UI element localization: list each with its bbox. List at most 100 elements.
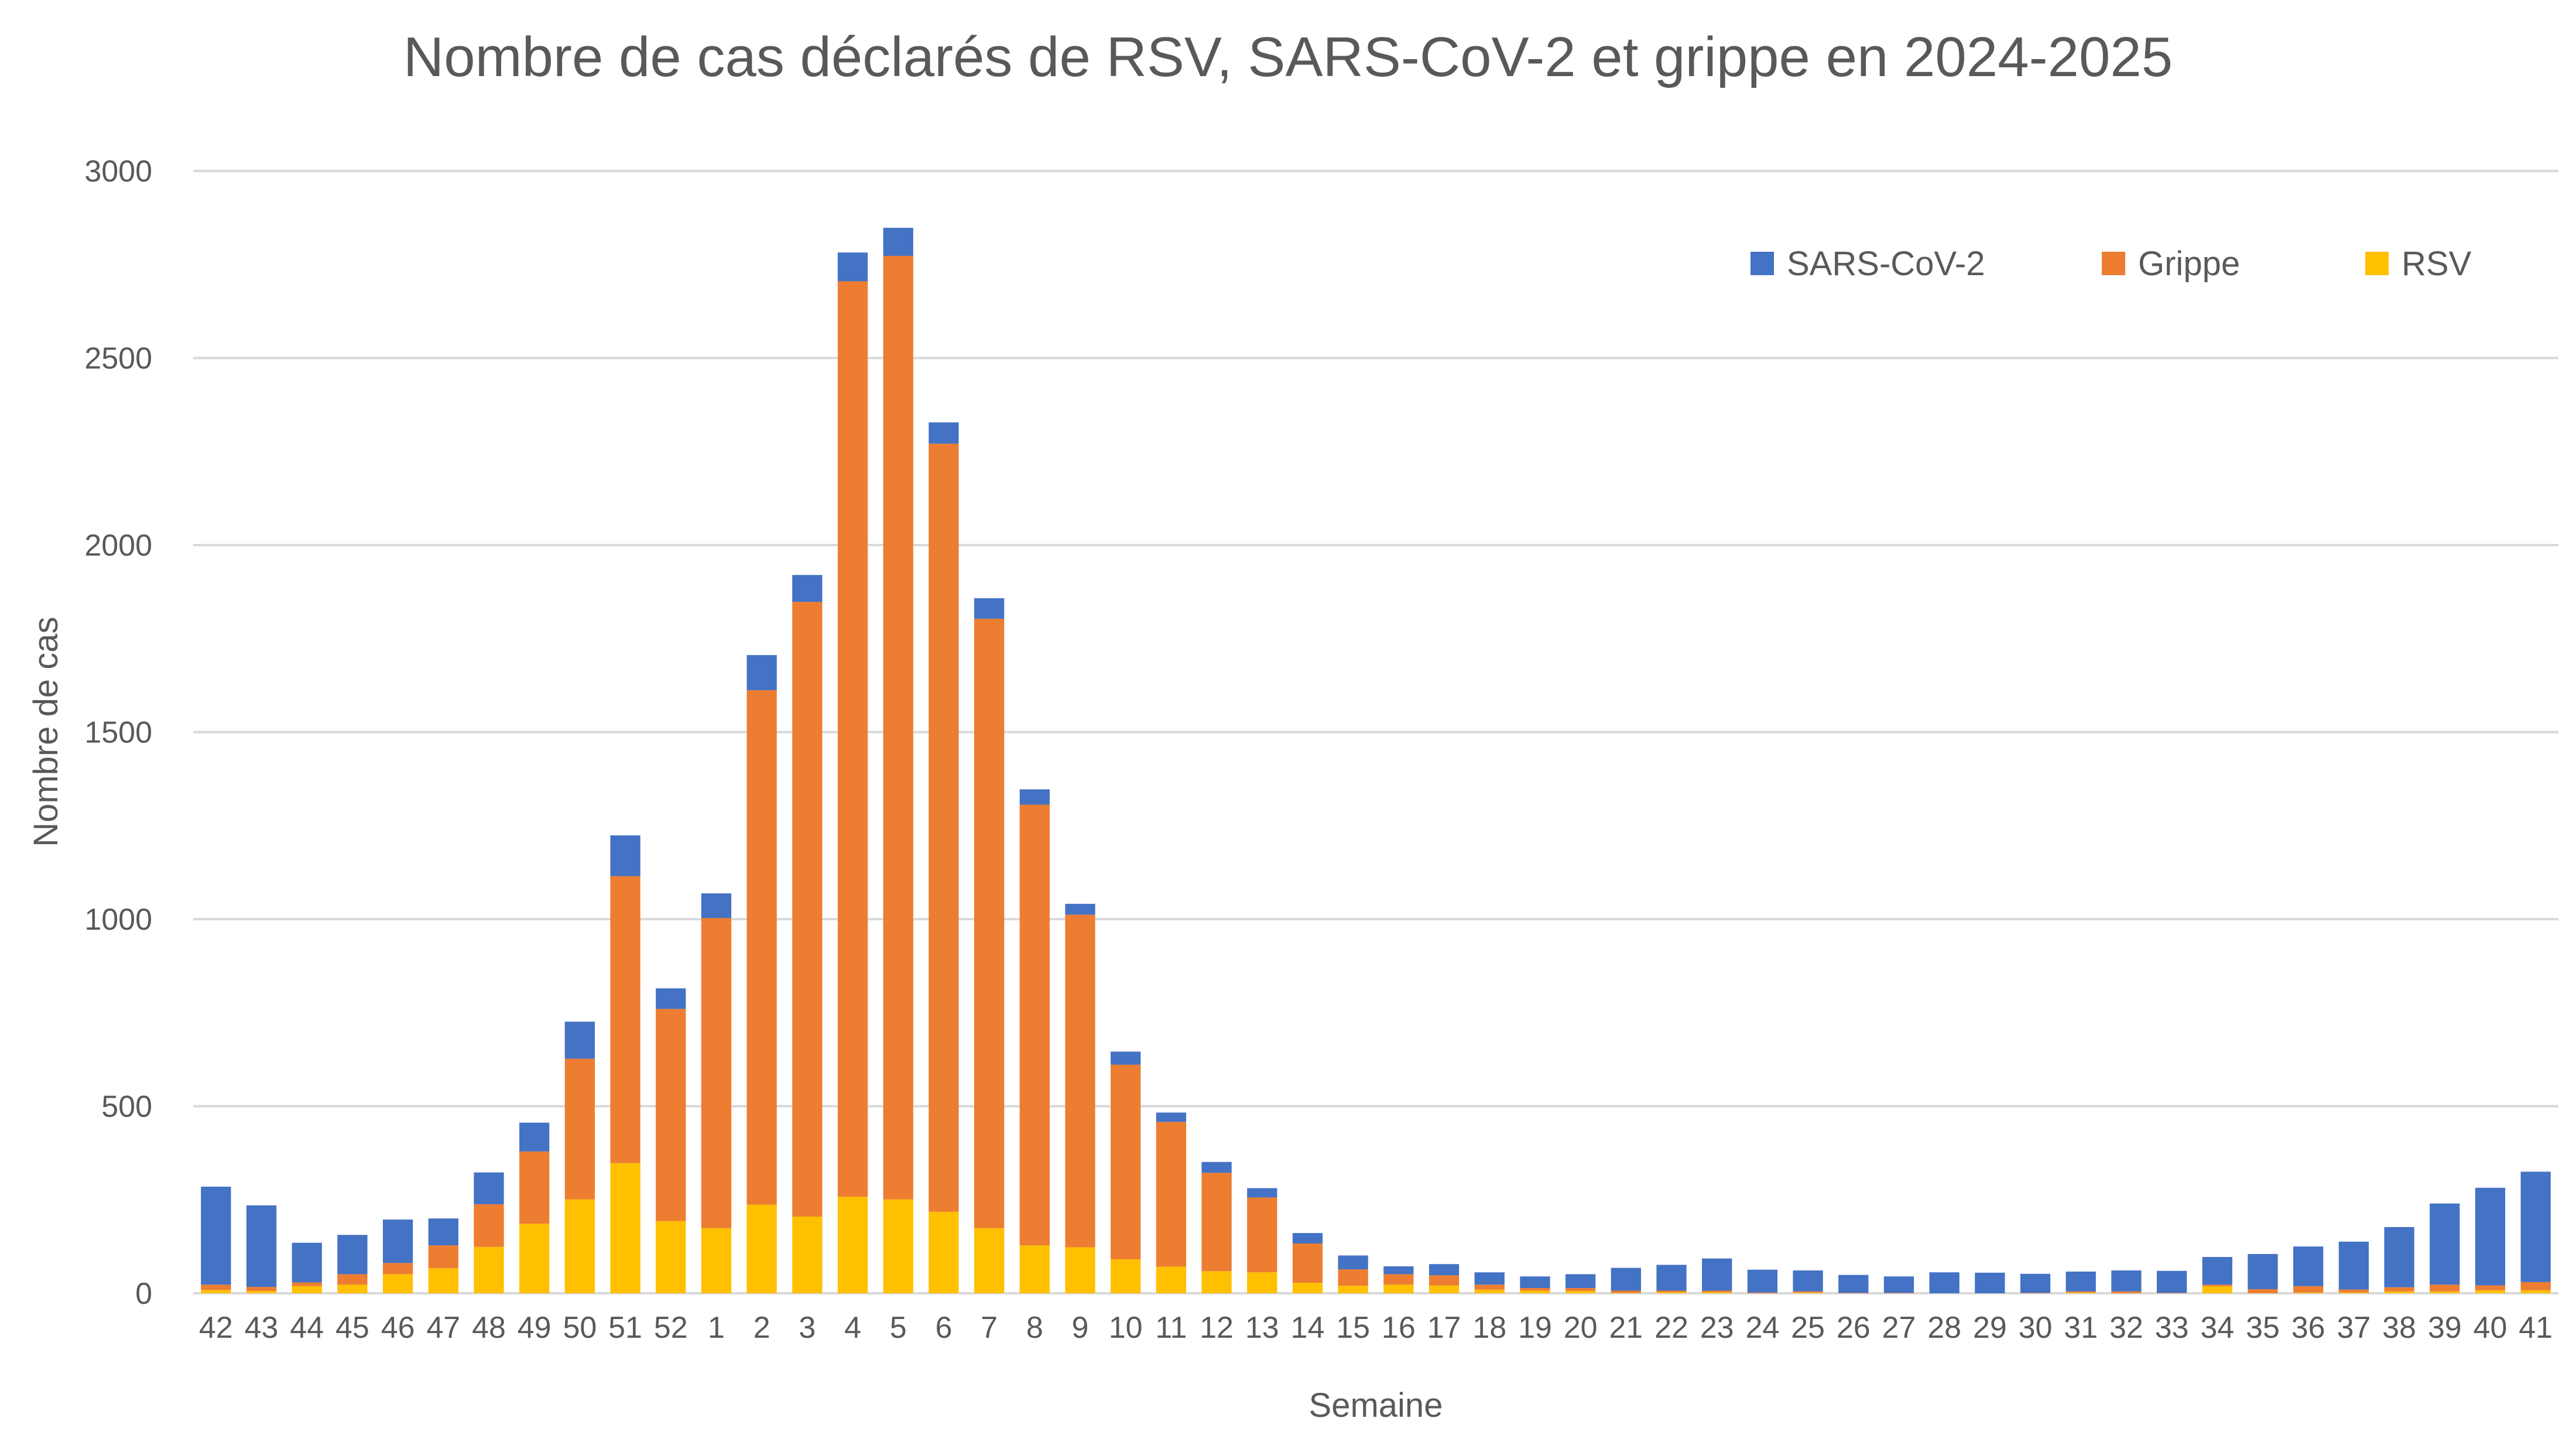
bar-segment-sars-cov-2 [201,1186,231,1285]
bar-segment-grippe [2293,1286,2324,1293]
bar-segment-rsv [292,1286,322,1293]
x-tick-label: 21 [1609,1311,1643,1345]
bar-segment-rsv [1520,1290,1550,1293]
x-tick-label: 28 [1927,1311,1961,1345]
bar-segment-grippe [1702,1290,1732,1293]
bar-segment-sars-cov-2 [1474,1272,1505,1285]
x-tick-label: 19 [1518,1311,1552,1345]
y-tick-label: 2500 [84,342,152,376]
bar-segment-grippe [1292,1244,1323,1283]
bar-segment-grippe [1565,1288,1596,1292]
bar-segment-rsv [474,1246,504,1293]
bar-segment-sars-cov-2 [929,422,959,444]
bar-segment-grippe [2111,1291,2142,1293]
bar-segment-rsv [1429,1285,1460,1293]
bar-segment-grippe [2384,1287,2414,1292]
bar-segment-rsv [246,1291,277,1293]
legend: SARS-CoV-2 Grippe RSV [1751,245,2472,283]
bar-segment-grippe [883,256,913,1200]
bar-segment-rsv [1065,1247,1095,1293]
bar-segment-grippe [1338,1269,1368,1286]
x-tick-label: 11 [1155,1311,1187,1345]
bar-segment-sars-cov-2 [474,1172,504,1204]
bar-segment-grippe [519,1151,550,1224]
legend-swatch [2102,252,2125,275]
bar-segment-rsv [1565,1291,1596,1293]
bar-segment-sars-cov-2 [2475,1187,2506,1286]
bar-segment-sars-cov-2 [246,1205,277,1287]
bar-segment-sars-cov-2 [1975,1272,2005,1293]
bar-segment-sars-cov-2 [564,1022,595,1059]
bar-segment-rsv [564,1199,595,1293]
y-tick-label: 3000 [84,155,152,189]
bar-segment-grippe [1019,804,1050,1246]
bar-segment-grippe [2430,1284,2460,1292]
bar-segment-rsv [382,1274,413,1293]
bar-segment-rsv [792,1217,823,1293]
bar-segment-grippe [1429,1275,1460,1286]
bar-segment-sars-cov-2 [2065,1271,2096,1292]
x-tick-label: 32 [2109,1311,2143,1345]
bar-segment-grippe [201,1284,231,1290]
x-tick-label: 7 [981,1311,998,1345]
x-tick-label: 50 [563,1311,597,1345]
bar-segment-grippe [792,602,823,1217]
bar-segment-sars-cov-2 [701,893,732,919]
legend-swatch [1751,252,1774,275]
bars [201,228,2551,1293]
bar-segment-sars-cov-2 [337,1235,368,1275]
y-tick-label: 0 [135,1277,152,1311]
y-axis-ticks: 0 500 1000 1500 2000 2500 3000 [84,155,152,1311]
bar-segment-grippe [246,1287,277,1292]
bar-segment-grippe [1520,1288,1550,1291]
bar-segment-rsv [428,1268,458,1293]
x-tick-label: 47 [426,1311,460,1345]
x-tick-label: 9 [1072,1311,1089,1345]
bar-segment-grippe [2065,1291,2096,1293]
legend-label: Grippe [2138,245,2240,283]
bar-segment-sars-cov-2 [2156,1270,2187,1293]
x-tick-label: 46 [381,1311,415,1345]
bar-segment-sars-cov-2 [1383,1266,1414,1275]
bar-segment-rsv [2430,1291,2460,1293]
bar-segment-sars-cov-2 [2430,1203,2460,1285]
x-tick-label: 2 [753,1311,770,1345]
bar-segment-rsv [1338,1286,1368,1293]
bar-segment-rsv [1292,1283,1323,1293]
bar-segment-grippe [1474,1284,1505,1290]
x-tick-label: 38 [2382,1311,2416,1345]
x-tick-label: 36 [2291,1311,2325,1345]
x-tick-label: 52 [654,1311,688,1345]
bar-segment-rsv [701,1228,732,1293]
bar-segment-grippe [1793,1291,1823,1293]
y-tick-label: 500 [101,1090,152,1124]
bar-segment-grippe [382,1263,413,1275]
bar-segment-rsv [2202,1286,2232,1293]
y-tick-label: 2000 [84,529,152,563]
x-tick-label: 24 [1745,1311,1779,1345]
y-axis-title: Nombre de cas [27,616,65,847]
x-tick-label: 35 [2246,1311,2280,1345]
bar-segment-grippe [2202,1284,2232,1286]
bar-segment-grippe [1611,1290,1641,1293]
bar-segment-sars-cov-2 [1565,1274,1596,1289]
bar-segment-rsv [337,1284,368,1293]
bar-segment-sars-cov-2 [610,835,640,876]
bar-segment-sars-cov-2 [1929,1272,1960,1293]
bar-segment-sars-cov-2 [1838,1275,1869,1293]
bar-segment-sars-cov-2 [1702,1258,1732,1291]
chart-title: Nombre de cas déclarés de RSV, SARS-CoV-… [403,26,2173,88]
bar-segment-grippe [1383,1274,1414,1285]
x-tick-label: 48 [472,1311,506,1345]
bar-segment-grippe [564,1059,595,1200]
bar-segment-sars-cov-2 [2202,1257,2232,1285]
legend-label: RSV [2402,245,2472,283]
bar-segment-sars-cov-2 [1747,1269,1778,1293]
bar-segment-sars-cov-2 [1429,1264,1460,1276]
bar-segment-sars-cov-2 [1201,1162,1232,1173]
x-tick-label: 17 [1427,1311,1461,1345]
bar-segment-grippe [929,443,959,1212]
x-tick-label: 31 [2064,1311,2098,1345]
bar-segment-rsv [519,1224,550,1293]
